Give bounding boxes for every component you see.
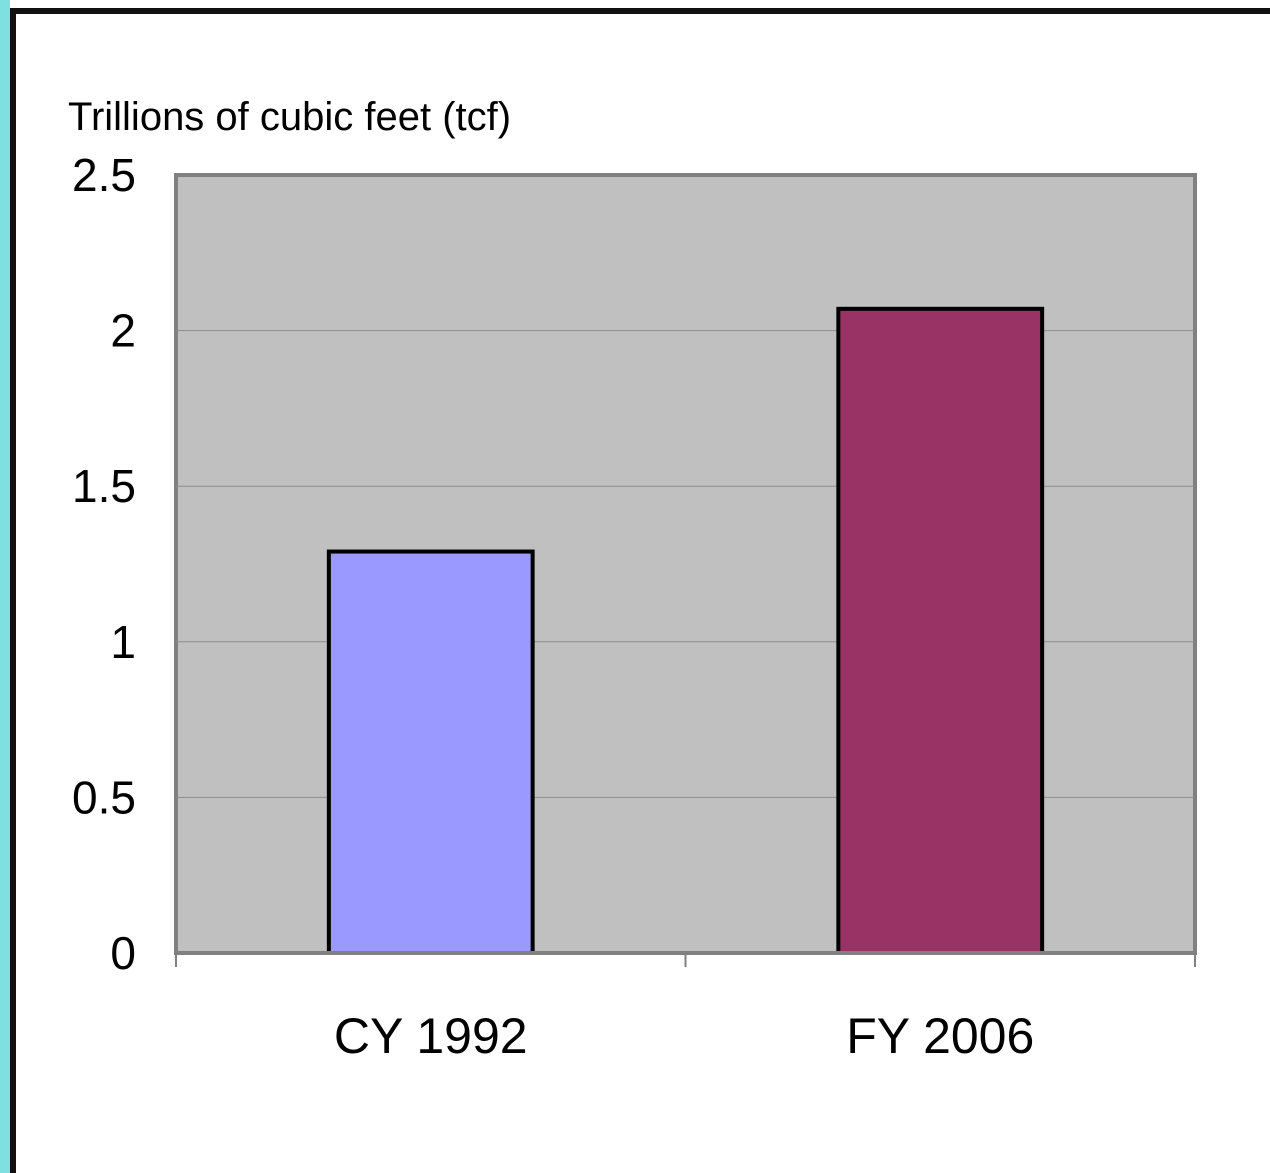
y-tick-label: 2 (110, 305, 136, 357)
bar (326, 549, 535, 955)
y-tick-label: 0.5 (72, 771, 136, 823)
x-category-label: CY 1992 (334, 1008, 528, 1064)
y-tick-label: 1.5 (72, 460, 136, 512)
bar (836, 306, 1045, 956)
y-tick-label: 2.5 (72, 149, 136, 201)
plot-area: 0 0.5 1 1.5 2 2.5 CY 1992 FY 2006 (72, 149, 1197, 1064)
x-category-label: FY 2006 (846, 1008, 1034, 1064)
y-tick-label: 1 (110, 616, 136, 668)
y-tick-label: 0 (110, 927, 136, 979)
y-axis-label: Trillions of cubic feet (tcf) (68, 95, 511, 139)
left-border-strip (0, 0, 10, 1173)
